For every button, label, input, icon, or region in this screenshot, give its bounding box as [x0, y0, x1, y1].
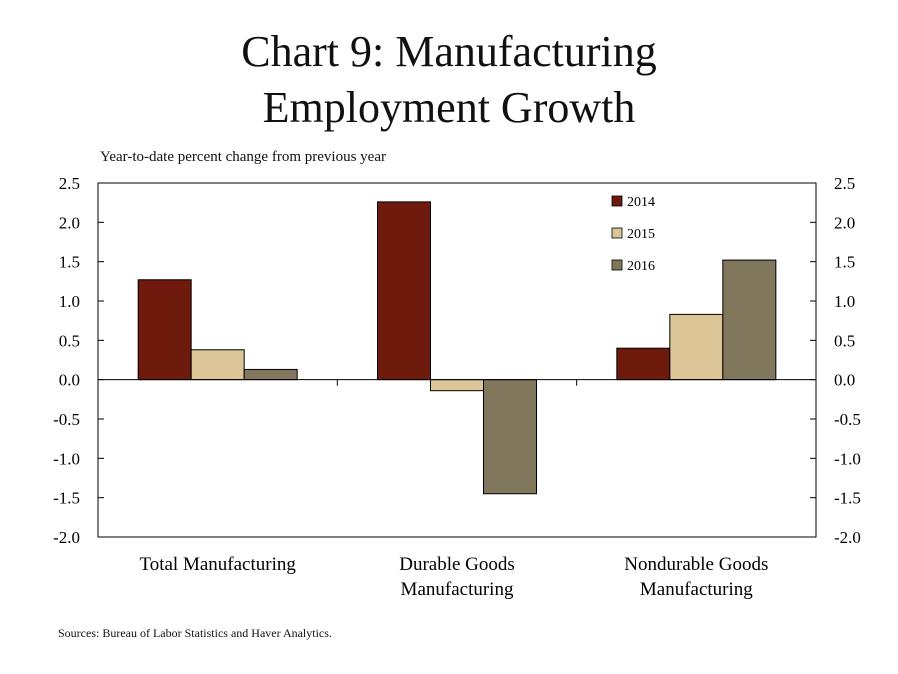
- y-tick-label-left: 0.0: [59, 371, 80, 390]
- y-tick-label-left: -1.5: [53, 489, 80, 508]
- y-tick-label-left: 2.5: [59, 174, 80, 193]
- bar-2015-2: [669, 313, 724, 381]
- bar-2016-2: [722, 259, 777, 381]
- category-label: Nondurable Goods: [624, 554, 768, 575]
- chart-title-line-1: Chart 9: Manufacturing: [241, 27, 657, 76]
- y-tick-label-right: 1.0: [834, 292, 855, 311]
- legend-swatch-2016: [611, 259, 623, 271]
- category-label: Durable Goods: [399, 554, 515, 575]
- chart-title: Chart 9: Manufacturing Employment Growth: [0, 24, 898, 136]
- bar-2015-1: [430, 379, 484, 392]
- legend-label-2016: 2016: [627, 259, 655, 274]
- y-tick-label-right: 0.0: [834, 371, 855, 390]
- bar-2016-0: [243, 368, 298, 381]
- y-tick-label-right: 2.0: [834, 213, 855, 232]
- category-label: Manufacturing: [640, 579, 753, 600]
- category-label: Total Manufacturing: [139, 554, 296, 575]
- bar-2014-0: [137, 279, 192, 381]
- y-tick-label-right: 0.5: [834, 331, 855, 350]
- bar-2016-1: [483, 379, 537, 495]
- legend-label-2014: 2014: [627, 195, 655, 210]
- bar-2015-0: [190, 349, 245, 381]
- y-tick-label-right: -2.0: [834, 528, 861, 547]
- chart-subtitle: Year-to-date percent change from previou…: [100, 149, 386, 165]
- legend-swatch-2015: [611, 227, 623, 239]
- y-tick-label-right: -1.0: [834, 449, 861, 468]
- legend-label-2015: 2015: [627, 227, 655, 242]
- y-tick-label-left: 2.0: [59, 213, 80, 232]
- y-tick-label-left: 0.5: [59, 331, 80, 350]
- y-tick-label-right: 1.5: [834, 253, 855, 272]
- source-note: Sources: Bureau of Labor Statistics and …: [58, 626, 332, 640]
- y-tick-label-left: -2.0: [53, 528, 80, 547]
- y-tick-label-left: -0.5: [53, 410, 80, 429]
- chart-title-line-2: Employment Growth: [262, 83, 636, 132]
- y-tick-label-left: -1.0: [53, 449, 80, 468]
- y-tick-label-right: 2.5: [834, 174, 855, 193]
- y-tick-label-right: -0.5: [834, 410, 861, 429]
- y-tick-label-left: 1.5: [59, 253, 80, 272]
- legend-swatch-2014: [611, 195, 623, 207]
- category-label: Manufacturing: [401, 579, 514, 600]
- y-tick-label-left: 1.0: [59, 292, 80, 311]
- y-tick-label-right: -1.5: [834, 489, 861, 508]
- plot-frame: [97, 182, 817, 538]
- bar-2014-1: [377, 201, 431, 381]
- bar-2014-2: [616, 347, 671, 381]
